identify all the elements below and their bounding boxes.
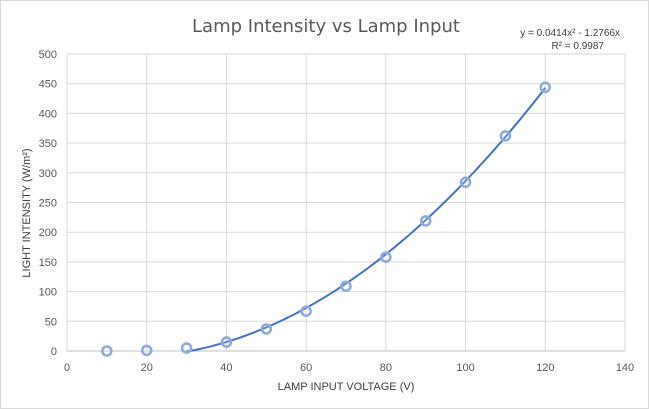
x-tick-label: 0 (64, 362, 70, 374)
x-axis-label: LAMP INPUT VOLTAGE (V) (278, 381, 415, 393)
y-axis-label: LIGHT INTENSITY (W/m²) (21, 148, 33, 277)
y-tick-label: 200 (39, 227, 57, 239)
y-tick-label: 250 (39, 198, 57, 210)
trendline-r-squared: R² = 0.9987 (551, 41, 604, 52)
chart-title: Lamp Intensity vs Lamp Input (192, 16, 460, 37)
data-point (539, 81, 552, 94)
trendline (186, 87, 547, 352)
gridlines (66, 53, 626, 352)
x-tick-label: 100 (456, 362, 474, 374)
y-tick-label: 50 (45, 316, 57, 328)
data-point (220, 336, 233, 348)
data-point (340, 280, 352, 293)
y-tick-label: 150 (39, 257, 57, 269)
data-points (101, 81, 552, 357)
y-tick-label: 450 (39, 79, 57, 91)
x-tick-label: 40 (220, 362, 232, 374)
data-point (499, 130, 512, 142)
y-tick-label: 400 (39, 108, 57, 120)
data-point (459, 176, 472, 189)
x-tick-label: 60 (300, 362, 312, 374)
data-point (140, 344, 153, 357)
x-tick-labels: 0 20 40 60 80 100 120 140 (64, 362, 634, 374)
data-point (300, 305, 312, 318)
y-tick-label: 500 (39, 49, 57, 61)
y-tick-labels: 0 50 100 150 200 250 300 350 400 450 500 (39, 49, 57, 358)
data-point (101, 345, 113, 357)
data-point (260, 323, 273, 335)
y-tick-label: 350 (39, 138, 57, 150)
x-tick-label: 20 (141, 362, 153, 374)
data-point (419, 215, 432, 227)
data-point (380, 251, 392, 263)
trendline-equation: y = 0.0414x² - 1.2766x (520, 28, 620, 39)
y-tick-label: 0 (51, 346, 57, 358)
y-tick-label: 300 (39, 168, 57, 180)
data-point (180, 342, 193, 354)
x-tick-label: 80 (380, 362, 392, 374)
x-tick-label: 140 (616, 362, 634, 374)
x-tick-label: 120 (536, 362, 554, 374)
y-tick-label: 100 (39, 287, 57, 299)
